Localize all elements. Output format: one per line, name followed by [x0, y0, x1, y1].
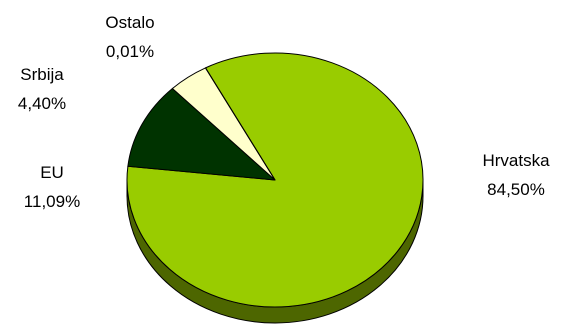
label-srbija-name: Srbija: [20, 65, 64, 84]
pie-slice-ostalo: [204, 67, 276, 181]
label-hrvatska-value: 84,50%: [487, 180, 545, 199]
label-hrvatska-name: Hrvatska: [482, 151, 550, 170]
label-ostalo-value: 0,01%: [106, 42, 154, 61]
pie-top-layer: [126, 52, 424, 308]
label-srbija-value: 4,40%: [18, 94, 66, 113]
pie-slice-eu: [127, 87, 276, 181]
label-ostalo-name: Ostalo: [105, 13, 154, 32]
label-eu-name: EU: [40, 163, 64, 182]
label-eu-value: 11,09%: [24, 192, 80, 211]
